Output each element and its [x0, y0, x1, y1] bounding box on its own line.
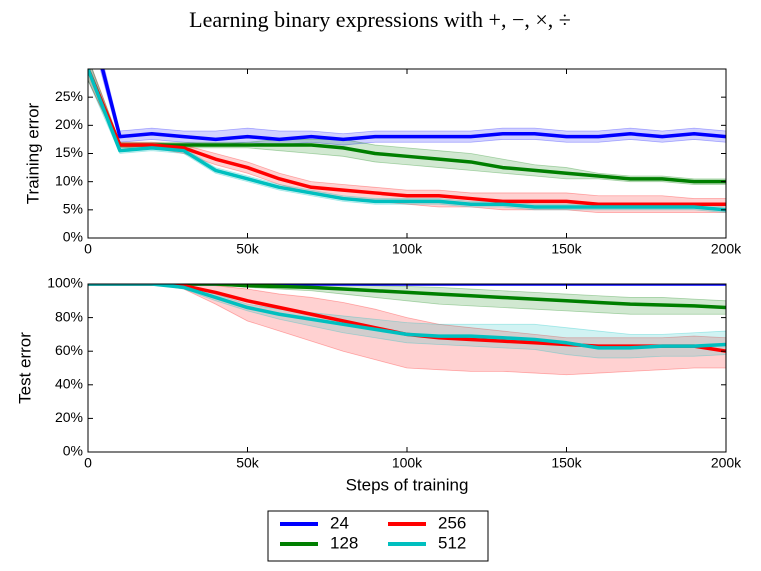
- y-tick-label: 60%: [55, 342, 83, 358]
- x-tick-label: 50k: [236, 455, 260, 471]
- x-tick-label: 150k: [551, 241, 582, 257]
- y-tick-label: 100%: [47, 275, 83, 291]
- series-line: [100, 69, 726, 142]
- series-line: [88, 69, 726, 184]
- plot-area: [88, 284, 726, 376]
- x-tick-label: 100k: [392, 455, 423, 471]
- series-line: [88, 284, 726, 350]
- y-tick-label: 0%: [63, 443, 83, 459]
- x-tick-label: 100k: [392, 241, 423, 257]
- y-tick-label: 20%: [55, 409, 83, 425]
- y-tick-label: 40%: [55, 376, 83, 392]
- legend-label: 24: [330, 513, 349, 532]
- y-tick-label: 10%: [55, 172, 83, 188]
- x-axis-label: Steps of training: [346, 475, 469, 494]
- legend-label: 512: [438, 533, 466, 552]
- x-tick-label: 200k: [711, 455, 742, 471]
- x-tick-label: 0: [84, 241, 92, 257]
- figure-title: Learning binary expressions with +, −, ×…: [189, 7, 571, 32]
- y-tick-label: 5%: [63, 201, 83, 217]
- x-tick-label: 200k: [711, 241, 742, 257]
- series-line: [88, 284, 726, 310]
- series-line: [88, 69, 726, 212]
- legend-label: 256: [438, 513, 466, 532]
- y-tick-label: 80%: [55, 308, 83, 324]
- x-tick-label: 150k: [551, 455, 582, 471]
- y-tick-label: 0%: [63, 229, 83, 245]
- y-axis-label: Training error: [23, 102, 42, 204]
- legend-label: 128: [330, 533, 358, 552]
- y-tick-label: 25%: [55, 88, 83, 104]
- error-band: [88, 69, 726, 185]
- error-band: [88, 69, 726, 214]
- legend-box: [267, 510, 489, 562]
- error-band: [88, 69, 726, 214]
- series-line: [88, 69, 726, 206]
- y-axis-label: Test error: [15, 332, 34, 404]
- y-tick-label: 15%: [55, 144, 83, 160]
- error-band: [88, 284, 726, 315]
- y-tick-label: 20%: [55, 116, 83, 132]
- x-tick-label: 50k: [236, 241, 260, 257]
- plot-area: [88, 69, 726, 214]
- x-tick-label: 0: [84, 455, 92, 471]
